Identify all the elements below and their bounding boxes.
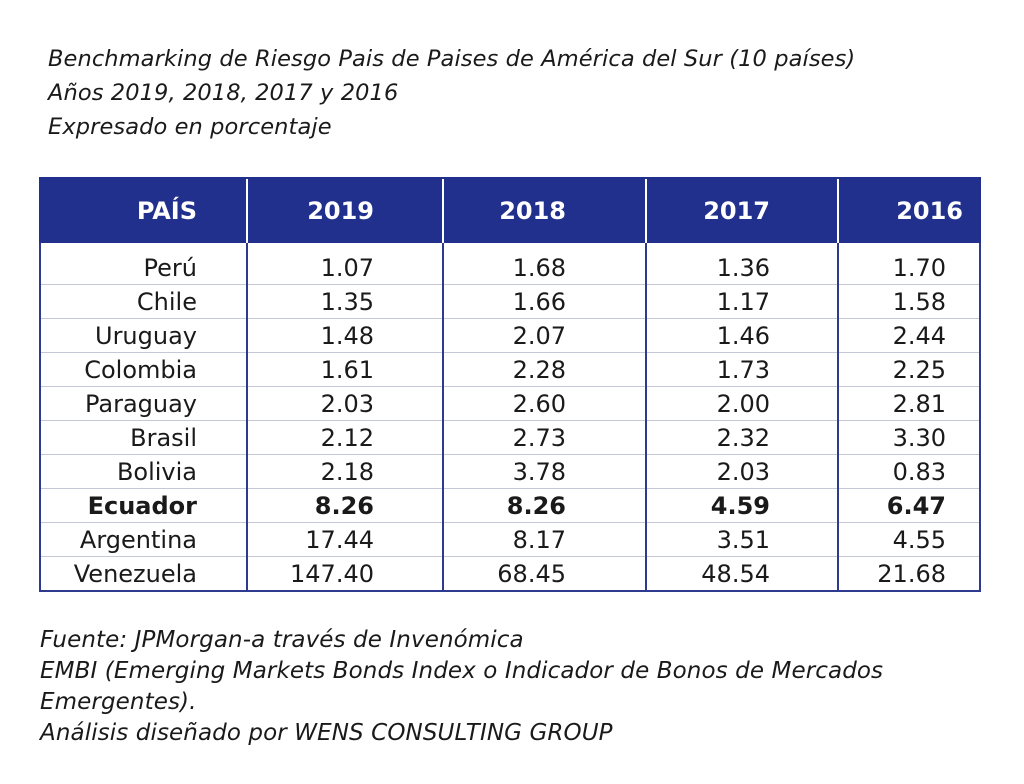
cell-2019: 2.12 — [246, 420, 444, 455]
risk-table: PAÍS 2019 2018 2017 2016 Perú 1.07 1.68 … — [39, 177, 981, 592]
cell-2016: 4.55 — [837, 522, 981, 557]
embi-note: EMBI (Emerging Markets Bonds Index o Ind… — [40, 658, 884, 715]
cell-2018: 1.66 — [442, 284, 647, 319]
table-row: Perú 1.07 1.68 1.36 1.70 — [39, 243, 981, 285]
table-row: Argentina 17.44 8.17 3.51 4.55 — [39, 522, 981, 557]
cell-2019: 1.07 — [246, 243, 444, 285]
cell-2019: 2.03 — [246, 386, 444, 421]
cell-2016: 21.68 — [837, 556, 981, 592]
document-unit: Expresado en porcentaje — [48, 114, 332, 140]
cell-2019: 1.35 — [246, 284, 444, 319]
cell-2018: 2.60 — [442, 386, 647, 421]
cell-pais: Colombia — [39, 352, 248, 387]
cell-2017: 4.59 — [645, 488, 839, 523]
cell-2018: 2.73 — [442, 420, 647, 455]
table-row: Chile 1.35 1.66 1.17 1.58 — [39, 284, 981, 319]
cell-2019: 1.48 — [246, 318, 444, 353]
cell-2017: 3.51 — [645, 522, 839, 557]
cell-2017: 2.00 — [645, 386, 839, 421]
cell-2017: 2.03 — [645, 454, 839, 489]
cell-2016: 1.70 — [837, 243, 981, 285]
cell-2018: 2.28 — [442, 352, 647, 387]
cell-2019: 8.26 — [246, 488, 444, 523]
document-header: Benchmarking de Riesgo Pais de Paises de… — [48, 42, 988, 144]
cell-2018: 3.78 — [442, 454, 647, 489]
cell-2017: 1.73 — [645, 352, 839, 387]
cell-pais: Ecuador — [39, 488, 248, 523]
credit-note: Análisis diseñado por WENS CONSULTING GR… — [40, 720, 613, 746]
cell-2016: 2.81 — [837, 386, 981, 421]
table-row: Colombia 1.61 2.28 1.73 2.25 — [39, 352, 981, 387]
cell-2017: 2.32 — [645, 420, 839, 455]
cell-pais: Perú — [39, 243, 248, 285]
source-note: Fuente: JPMorgan-a través de Invenómica — [40, 627, 524, 653]
cell-2017: 1.46 — [645, 318, 839, 353]
cell-2016: 3.30 — [837, 420, 981, 455]
cell-2019: 147.40 — [246, 556, 444, 592]
table-row-highlighted: Ecuador 8.26 8.26 4.59 6.47 — [39, 488, 981, 523]
cell-pais: Venezuela — [39, 556, 248, 592]
cell-2018: 1.68 — [442, 243, 647, 285]
table-row: Bolivia 2.18 3.78 2.03 0.83 — [39, 454, 981, 489]
cell-2018: 8.17 — [442, 522, 647, 557]
column-header-2018: 2018 — [442, 177, 646, 243]
risk-table-container: PAÍS 2019 2018 2017 2016 Perú 1.07 1.68 … — [39, 177, 981, 606]
column-header-2017: 2017 — [645, 177, 838, 243]
cell-2019: 1.61 — [246, 352, 444, 387]
cell-2017: 1.36 — [645, 243, 839, 285]
cell-pais: Uruguay — [39, 318, 248, 353]
column-header-pais: PAÍS — [39, 177, 247, 243]
table-header-row: PAÍS 2019 2018 2017 2016 — [39, 177, 981, 243]
cell-pais: Bolivia — [39, 454, 248, 489]
table-row: Uruguay 1.48 2.07 1.46 2.44 — [39, 318, 981, 353]
cell-pais: Brasil — [39, 420, 248, 455]
column-header-2019: 2019 — [246, 177, 443, 243]
cell-pais: Paraguay — [39, 386, 248, 421]
document-title: Benchmarking de Riesgo Pais de Paises de… — [48, 46, 856, 72]
cell-2019: 2.18 — [246, 454, 444, 489]
table-row: Paraguay 2.03 2.60 2.00 2.81 — [39, 386, 981, 421]
cell-2016: 0.83 — [837, 454, 981, 489]
column-header-2016: 2016 — [837, 177, 981, 243]
cell-2018: 68.45 — [442, 556, 647, 592]
cell-2016: 6.47 — [837, 488, 981, 523]
cell-2016: 2.25 — [837, 352, 981, 387]
cell-2018: 8.26 — [442, 488, 647, 523]
cell-2016: 1.58 — [837, 284, 981, 319]
cell-2017: 1.17 — [645, 284, 839, 319]
cell-2018: 2.07 — [442, 318, 647, 353]
cell-pais: Argentina — [39, 522, 248, 557]
table-row: Venezuela 147.40 68.45 48.54 21.68 — [39, 556, 981, 592]
document-years: Años 2019, 2018, 2017 y 2016 — [48, 80, 399, 106]
cell-2016: 2.44 — [837, 318, 981, 353]
table-body: Perú 1.07 1.68 1.36 1.70 Chile 1.35 1.66… — [39, 243, 981, 592]
cell-2019: 17.44 — [246, 522, 444, 557]
document-footer: Fuente: JPMorgan-a través de Invenómica … — [40, 625, 1000, 749]
cell-pais: Chile — [39, 284, 248, 319]
table-row: Brasil 2.12 2.73 2.32 3.30 — [39, 420, 981, 455]
cell-2017: 48.54 — [645, 556, 839, 592]
